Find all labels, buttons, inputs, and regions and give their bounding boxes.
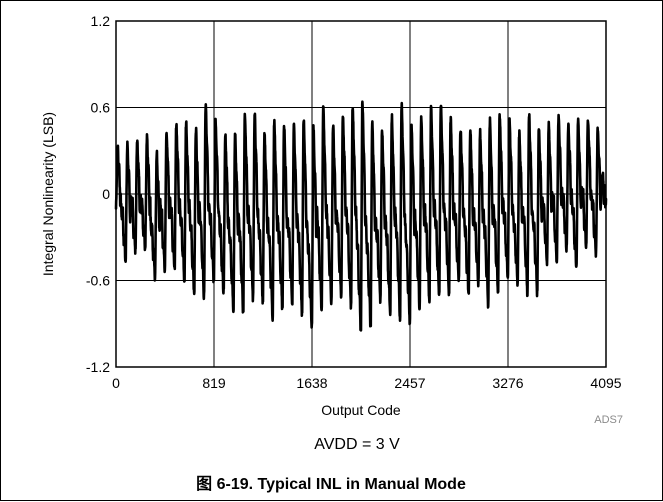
y-tick-labels: 1.2 0.6 0 -0.6 -1.2 [86,13,110,375]
y-axis-label: Integral Nonlinearity (LSB) [40,112,56,276]
x-tick-label: 4095 [590,375,621,391]
condition-label: AVDD = 3 V [314,436,400,453]
series-line-inl [114,100,608,332]
x-tick-label: 2457 [394,375,425,391]
plot-border [115,20,607,368]
figure-note: ADS7 [594,414,623,426]
x-tick-label: 819 [202,375,226,391]
x-tick-label: 0 [112,375,120,391]
y-tick-label: 1.2 [91,13,111,29]
y-tick-label: -0.6 [86,273,110,289]
y-tick-label: 0 [102,186,110,202]
x-tick-label: 1638 [296,375,327,391]
y-tick-label: 0.6 [91,100,111,116]
y-tick-label: -1.2 [86,359,110,375]
x-tick-labels: 0 819 1638 2457 3276 4095 [112,375,622,391]
figure-caption: 图 6-19. Typical INL in Manual Mode [196,475,466,493]
x-tick-label: 3276 [492,375,523,391]
x-axis-label: Output Code [321,402,401,418]
